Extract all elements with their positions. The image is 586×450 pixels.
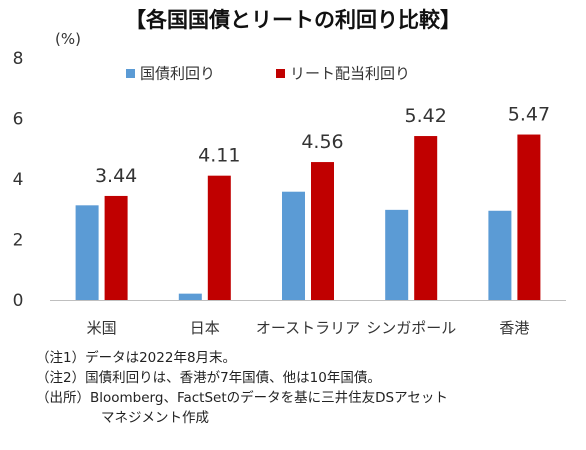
note-source-cont: マネジメント作成	[101, 410, 209, 426]
note-2: （注2）国債利回りは、香港が7年国債、他は10年国債。	[36, 370, 381, 386]
data-label: 5.47	[508, 104, 550, 126]
y-axis-unit: (%)	[55, 30, 81, 48]
data-label: 4.56	[301, 131, 343, 153]
y-tick-label: 4	[13, 170, 24, 190]
y-tick-label: 2	[13, 231, 24, 251]
bar-reit-yield	[207, 175, 231, 300]
y-tick-label: 0	[13, 291, 24, 311]
legend: 国債利回り リート配当利回り	[126, 65, 410, 83]
bar-govt-yield	[75, 205, 99, 300]
data-label: 3.44	[95, 165, 137, 187]
bar-reit-yield	[517, 134, 541, 300]
bars: 3.44 4.11 4.56 5.42 5.47	[75, 104, 550, 300]
x-axis: 米国 日本 オーストラリア シンガポール 香港	[87, 319, 530, 337]
bar-reit-yield	[414, 136, 438, 300]
bar-reit-yield	[311, 162, 334, 300]
legend-label-2: リート配当利回り	[290, 65, 410, 83]
bar-govt-yield	[178, 293, 202, 300]
x-tick-label: シンガポール	[366, 319, 456, 337]
source-notes: （注1）データは2022年8月末。 （注2）国債利回りは、香港が7年国債、他は1…	[36, 348, 448, 428]
legend-label-1: 国債利回り	[140, 65, 215, 83]
y-tick-label: 8	[13, 49, 24, 69]
note-1: （注1）データは2022年8月末。	[36, 350, 237, 366]
x-tick-label: 米国	[87, 319, 117, 337]
x-tick-label: 日本	[190, 319, 220, 337]
y-tick-label: 6	[13, 110, 24, 130]
legend-swatch-2	[276, 69, 285, 78]
chart-title: 【各国国債とリートの利回り比較】	[125, 8, 461, 32]
data-label: 4.11	[198, 145, 240, 167]
bar-reit-yield	[104, 195, 128, 300]
bar-govt-yield	[282, 191, 305, 300]
bar-govt-yield	[385, 209, 409, 300]
x-tick-label: 香港	[499, 319, 529, 337]
legend-swatch-1	[126, 69, 135, 78]
y-axis: 0 2 4 6 8 (%)	[13, 30, 566, 311]
x-tick-label: オーストラリア	[256, 319, 360, 337]
bar-chart: 0 2 4 6 8 (%) 国債利回り リート配当利回り 3.44 4.11 4.56 5.42 5…	[13, 30, 566, 337]
note-source: （出所）Bloomberg、FactSetのデータを基に三井住友DSアセット	[36, 390, 448, 406]
data-label: 5.42	[405, 105, 447, 127]
bar-govt-yield	[488, 210, 512, 300]
